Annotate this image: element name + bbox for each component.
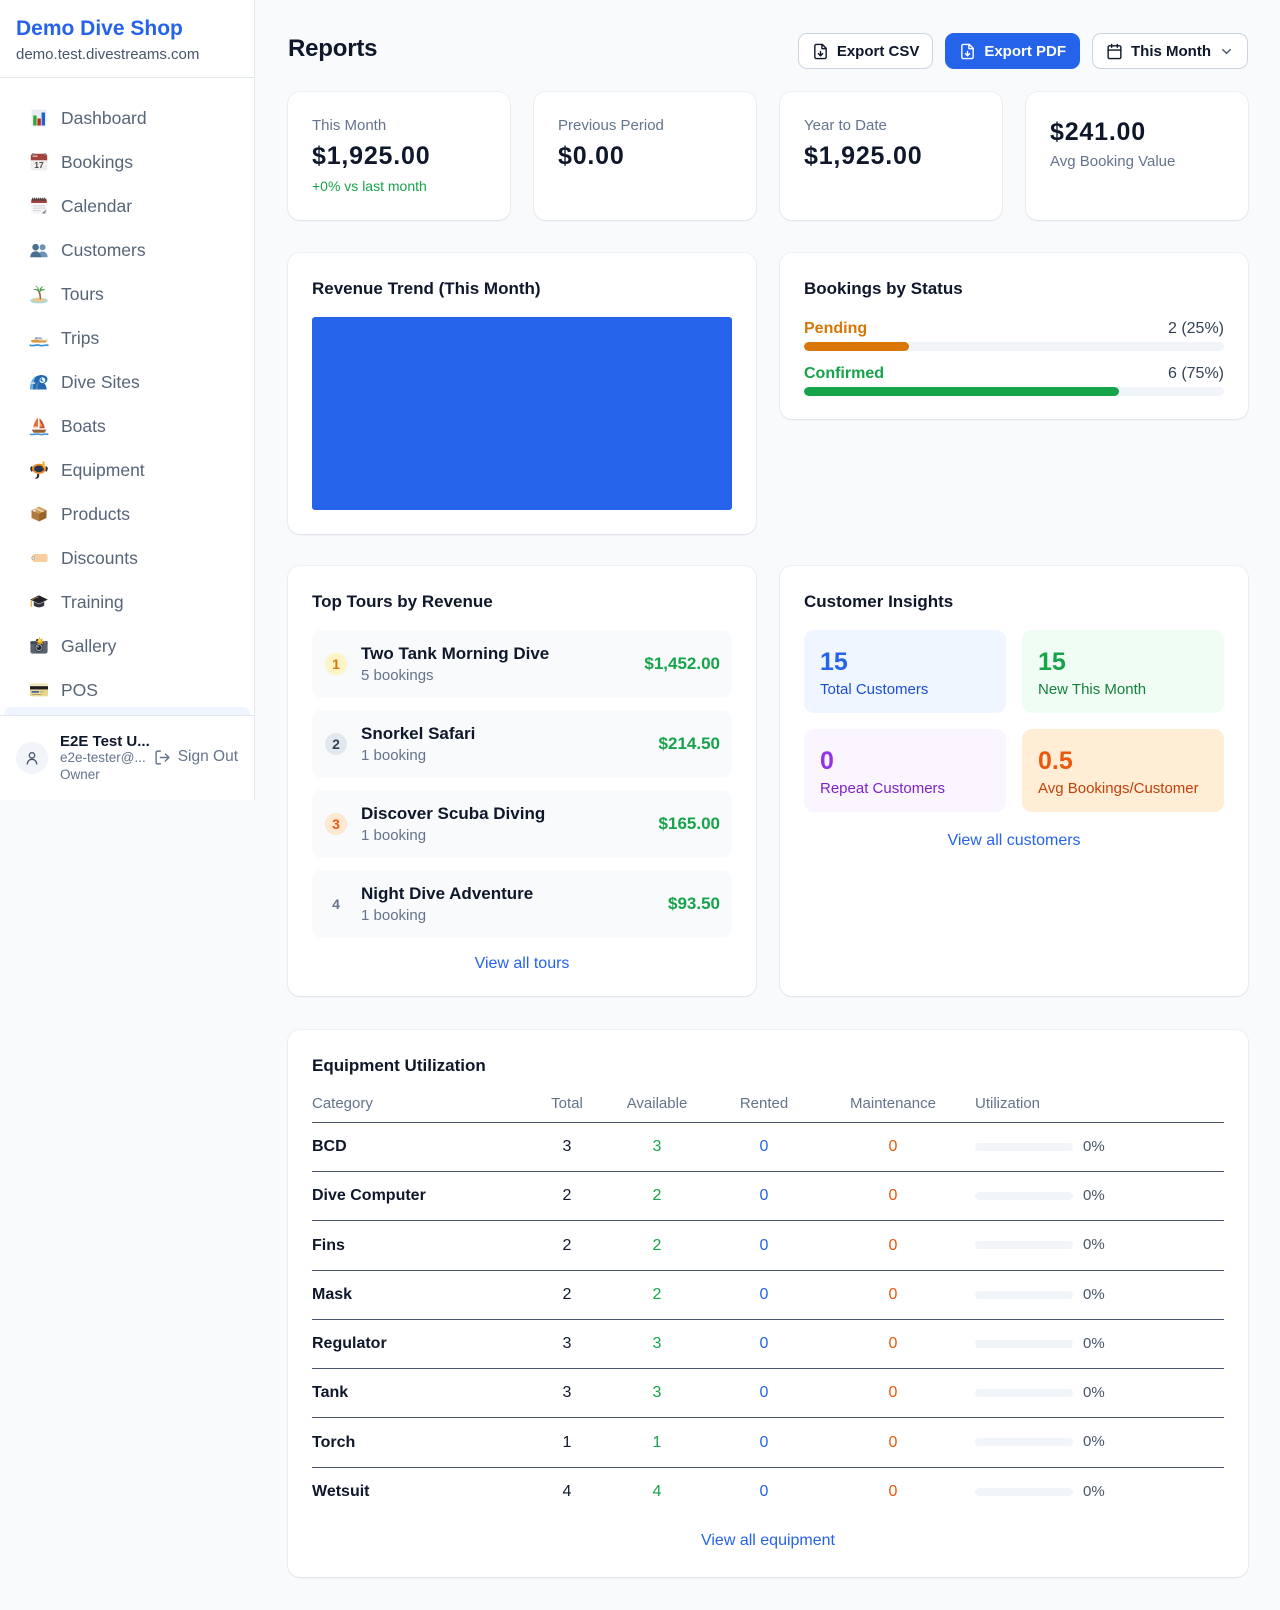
svg-text:17: 17 — [34, 160, 44, 170]
